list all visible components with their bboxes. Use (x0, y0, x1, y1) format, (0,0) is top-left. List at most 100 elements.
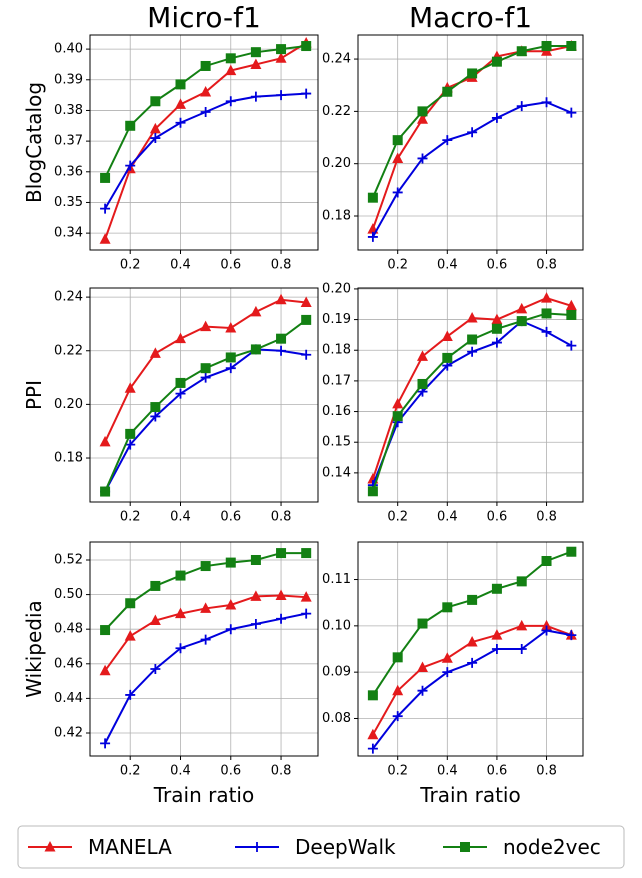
row-label: BlogCatalog (22, 82, 46, 203)
marker (125, 428, 136, 439)
y-tick-label: 0.46 (54, 656, 83, 671)
marker (541, 308, 552, 319)
marker (100, 203, 111, 214)
marker (275, 589, 287, 600)
marker (392, 397, 404, 409)
marker (301, 314, 312, 325)
y-tick-label: 0.15 (322, 435, 351, 450)
column-title: Micro-f1 (147, 1, 261, 34)
marker (44, 841, 56, 852)
marker (417, 106, 428, 117)
marker (200, 320, 212, 332)
plot-frame (357, 287, 584, 503)
marker (565, 299, 577, 311)
marker (566, 630, 577, 641)
marker (225, 557, 236, 568)
marker (200, 634, 211, 645)
panel: 0.34 0.35 0.36 0.37 0.38 0.39 0.40 0.2 0.4 0.6 0.8… (22, 1, 319, 273)
marker (566, 107, 577, 118)
x-tick-label: 0.6 (487, 510, 508, 525)
y-tick-label: 0.48 (54, 622, 83, 637)
marker (250, 305, 262, 317)
x-axis-label: Train ratio (153, 783, 254, 807)
marker (416, 350, 428, 361)
x-tick-label: 0.8 (271, 510, 292, 525)
x-tick-label: 0.8 (536, 510, 557, 525)
marker (467, 657, 478, 668)
marker (200, 86, 212, 97)
marker (125, 598, 136, 609)
marker (541, 40, 552, 51)
marker (301, 608, 312, 619)
x-tick-label: 0.6 (220, 510, 241, 525)
series-line (104, 319, 307, 492)
marker (174, 332, 186, 344)
marker (301, 349, 312, 360)
marker (491, 629, 503, 640)
marker (100, 486, 111, 497)
marker (392, 652, 403, 663)
marker (250, 344, 261, 355)
marker (516, 316, 527, 327)
marker (175, 388, 186, 399)
marker (100, 625, 111, 636)
marker (442, 602, 453, 613)
y-tick-label: 0.10 (322, 618, 351, 633)
panel: 0.42 0.44 0.46 0.48 0.50 0.52 0.2 0.4 0.6 0.8 Wiki… (22, 541, 319, 807)
panel: 0.14 0.15 0.16 0.17 0.18 0.19 0.20 0.2 0.4 0.6 0.8 (322, 281, 584, 525)
marker (541, 555, 552, 566)
marker (491, 313, 503, 325)
panel: 0.08 0.09 0.10 0.11 0.2 0.4 0.6 0.8 Train ratio (322, 541, 584, 807)
marker (516, 46, 527, 57)
x-tick-label: 0.4 (437, 764, 458, 779)
marker (441, 652, 453, 663)
marker (150, 663, 161, 674)
marker (225, 363, 236, 374)
marker (367, 690, 378, 701)
x-tick-label: 0.4 (170, 258, 191, 273)
marker (150, 580, 161, 591)
x-tick-label: 0.4 (437, 510, 458, 525)
marker (566, 546, 577, 557)
row-label: Wikipedia (22, 600, 46, 698)
marker (460, 842, 470, 852)
x-tick-label: 0.2 (387, 510, 408, 525)
marker (541, 625, 552, 636)
marker (100, 172, 111, 183)
marker (149, 122, 161, 134)
x-tick-label: 0.6 (220, 258, 241, 273)
marker (367, 231, 378, 242)
marker (275, 52, 287, 63)
y-tick-label: 0.17 (322, 373, 351, 388)
marker (367, 743, 378, 754)
marker (99, 233, 111, 244)
series-line (372, 101, 572, 238)
y-tick-label: 0.20 (54, 397, 83, 412)
marker (392, 684, 404, 696)
panel: 0.18 0.20 0.22 0.24 0.2 0.4 0.6 0.8 PPI (22, 287, 319, 525)
marker (276, 333, 287, 344)
x-tick-label: 0.6 (487, 258, 508, 273)
marker (491, 583, 502, 594)
x-tick-label: 0.4 (437, 258, 458, 273)
marker (100, 738, 111, 749)
marker (301, 548, 312, 559)
y-tick-label: 0.20 (322, 156, 351, 171)
x-tick-label: 0.8 (536, 258, 557, 273)
y-tick-label: 0.38 (54, 103, 83, 118)
marker (276, 613, 287, 624)
y-tick-label: 0.39 (54, 72, 83, 87)
marker (276, 345, 287, 356)
marker (442, 135, 453, 146)
marker (200, 106, 211, 117)
marker (417, 618, 428, 629)
marker (392, 411, 403, 422)
marker (491, 644, 502, 654)
marker (125, 160, 136, 171)
marker (417, 153, 428, 164)
series-line (372, 550, 572, 696)
x-tick-label: 0.8 (271, 764, 292, 779)
marker (225, 64, 237, 76)
plot-frame (357, 34, 584, 251)
